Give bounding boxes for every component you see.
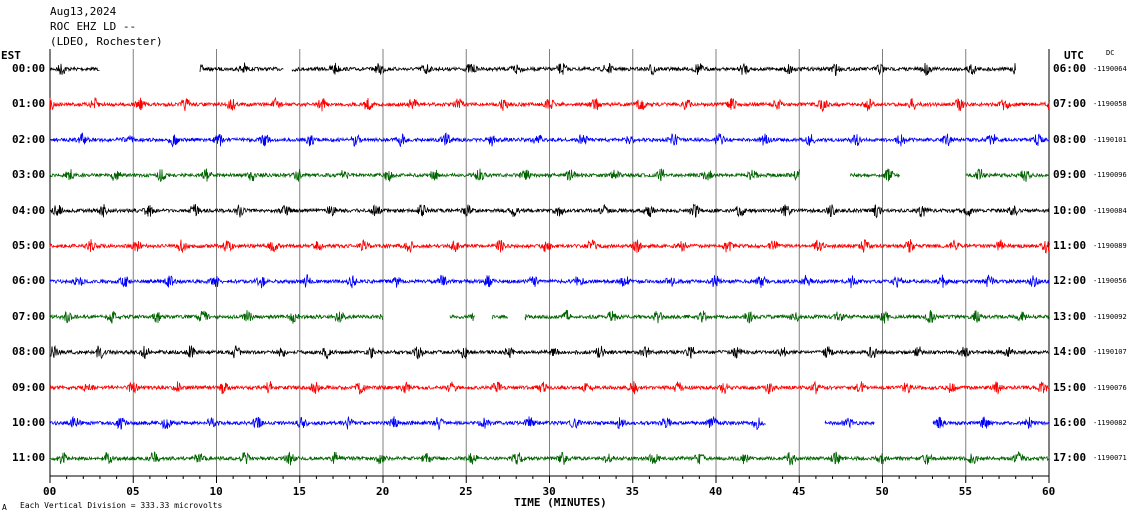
dc-offset-label: -1190107: [1093, 348, 1127, 357]
dc-offset-label: -1190092: [1093, 312, 1127, 321]
utc-row-label: 17:00: [1053, 451, 1087, 465]
utc-row-label: 08:00: [1053, 132, 1087, 146]
est-row-label: 04:00: [12, 203, 46, 217]
est-axis-title: EST: [1, 49, 21, 62]
seismic-trace: [49, 274, 1050, 289]
x-tick-label: 55: [958, 485, 972, 498]
x-tick-label: 05: [126, 485, 140, 498]
scale-note: Each Vertical Division = 333.33 microvol…: [20, 501, 223, 510]
est-row-label: 06:00: [12, 274, 46, 288]
x-tick-label: 25: [459, 485, 473, 498]
dc-offset-label: -1190101: [1093, 135, 1127, 144]
dc-offset-label: -1190089: [1093, 242, 1127, 250]
dc-offset-label: -1190096: [1093, 171, 1127, 180]
date-label: Aug13,2024: [50, 5, 117, 18]
seismic-trace: [49, 96, 1050, 113]
x-tick-label: 15: [292, 485, 306, 498]
network-label: (LDEO, Rochester): [50, 35, 163, 48]
utc-row-label: 13:00: [1053, 309, 1087, 323]
seismic-trace: [49, 415, 1050, 431]
est-row-label: 03:00: [12, 168, 46, 182]
est-row-label: 11:00: [12, 451, 46, 465]
utc-row-label: 09:00: [1053, 168, 1087, 182]
x-tick-label: 10: [209, 485, 223, 498]
utc-row-label: 15:00: [1053, 380, 1087, 394]
seismic-trace: [49, 451, 1050, 466]
utc-row-label: 10:00: [1053, 203, 1087, 217]
x-tick-label: 20: [376, 485, 390, 498]
x-axis-title: TIME (MINUTES): [514, 496, 607, 509]
x-tick-label: 60: [1042, 485, 1056, 498]
est-row-label: 02:00: [12, 132, 46, 146]
station-label: ROC EHZ LD --: [50, 20, 137, 33]
seismic-trace: [49, 345, 1050, 360]
est-row-label: 09:00: [12, 380, 46, 394]
dc-title: DC: [1106, 49, 1115, 57]
seismic-trace: [49, 380, 1050, 395]
est-row-label: 07:00: [12, 309, 46, 323]
dc-offset-label: -1190076: [1093, 383, 1127, 392]
x-tick-label: 30: [542, 485, 556, 498]
est-row-label: 08:00: [12, 345, 46, 359]
est-row-label: 00:00: [12, 62, 46, 75]
utc-row-label: 12:00: [1053, 274, 1087, 288]
seismic-trace: [49, 239, 1050, 254]
utc-axis-title: UTC: [1064, 49, 1084, 62]
x-tick-label: 45: [792, 485, 806, 498]
utc-row-label: 16:00: [1053, 416, 1087, 429]
dc-offset-label: -1190082: [1093, 419, 1127, 427]
x-tick-label: 35: [625, 485, 639, 498]
dc-offset-label: -1190064: [1093, 65, 1127, 73]
dc-offset-label: -1190056: [1093, 277, 1127, 286]
seismic-trace: [49, 132, 1050, 148]
est-row-label: 05:00: [12, 239, 46, 252]
x-tick-label: 00: [43, 485, 57, 498]
utc-row-label: 11:00: [1053, 239, 1087, 252]
est-row-label: 10:00: [12, 416, 46, 429]
dc-offset-label: -1190071: [1093, 454, 1127, 463]
dc-offset-label: -1190084: [1093, 206, 1127, 215]
utc-row-label: 14:00: [1053, 345, 1087, 359]
utc-row-label: 07:00: [1053, 97, 1087, 111]
seismic-trace: [49, 203, 1050, 219]
seismic-trace: [49, 62, 1050, 77]
seismic-trace: [49, 309, 1050, 324]
seismic-trace: [49, 168, 1050, 183]
dc-offset-label: -1190058: [1093, 100, 1127, 109]
est-row-label: 01:00: [12, 97, 46, 111]
x-tick-label: 40: [709, 485, 723, 498]
utc-row-label: 06:00: [1053, 62, 1087, 75]
x-tick-label: 50: [875, 485, 889, 498]
corner-mark: A: [2, 503, 7, 512]
